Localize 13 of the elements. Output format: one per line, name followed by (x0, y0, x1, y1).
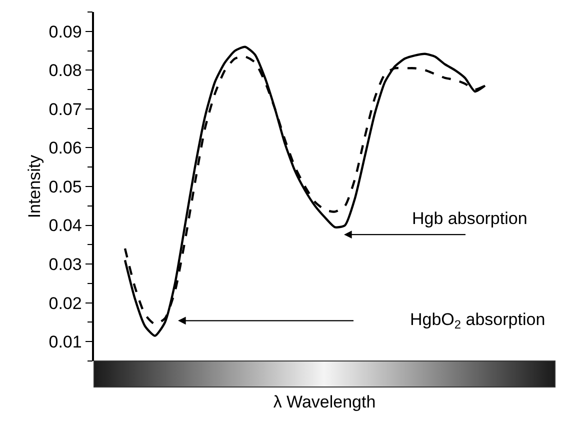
y-tick-label: 0.01 (48, 332, 82, 352)
y-tick-label: 0.08 (48, 61, 82, 80)
y-tick-label: 0.07 (48, 100, 82, 119)
annotation: HgbO$_{2}$ absorption (410, 310, 546, 332)
y-axis-title: Intensity (24, 154, 44, 218)
y-tick-label: 0.06 (48, 138, 82, 158)
y-tick-label: 0.04 (48, 216, 82, 236)
y-tick-label: 0.05 (48, 177, 82, 196)
y-tick-label: 0.02 (48, 294, 82, 313)
annotation: Hgb absorption (412, 209, 528, 228)
y-tick-label: 0.09 (48, 22, 82, 42)
y-tick-label: 0.03 (48, 255, 82, 274)
x-axis-title: λ Wavelength (273, 392, 376, 412)
